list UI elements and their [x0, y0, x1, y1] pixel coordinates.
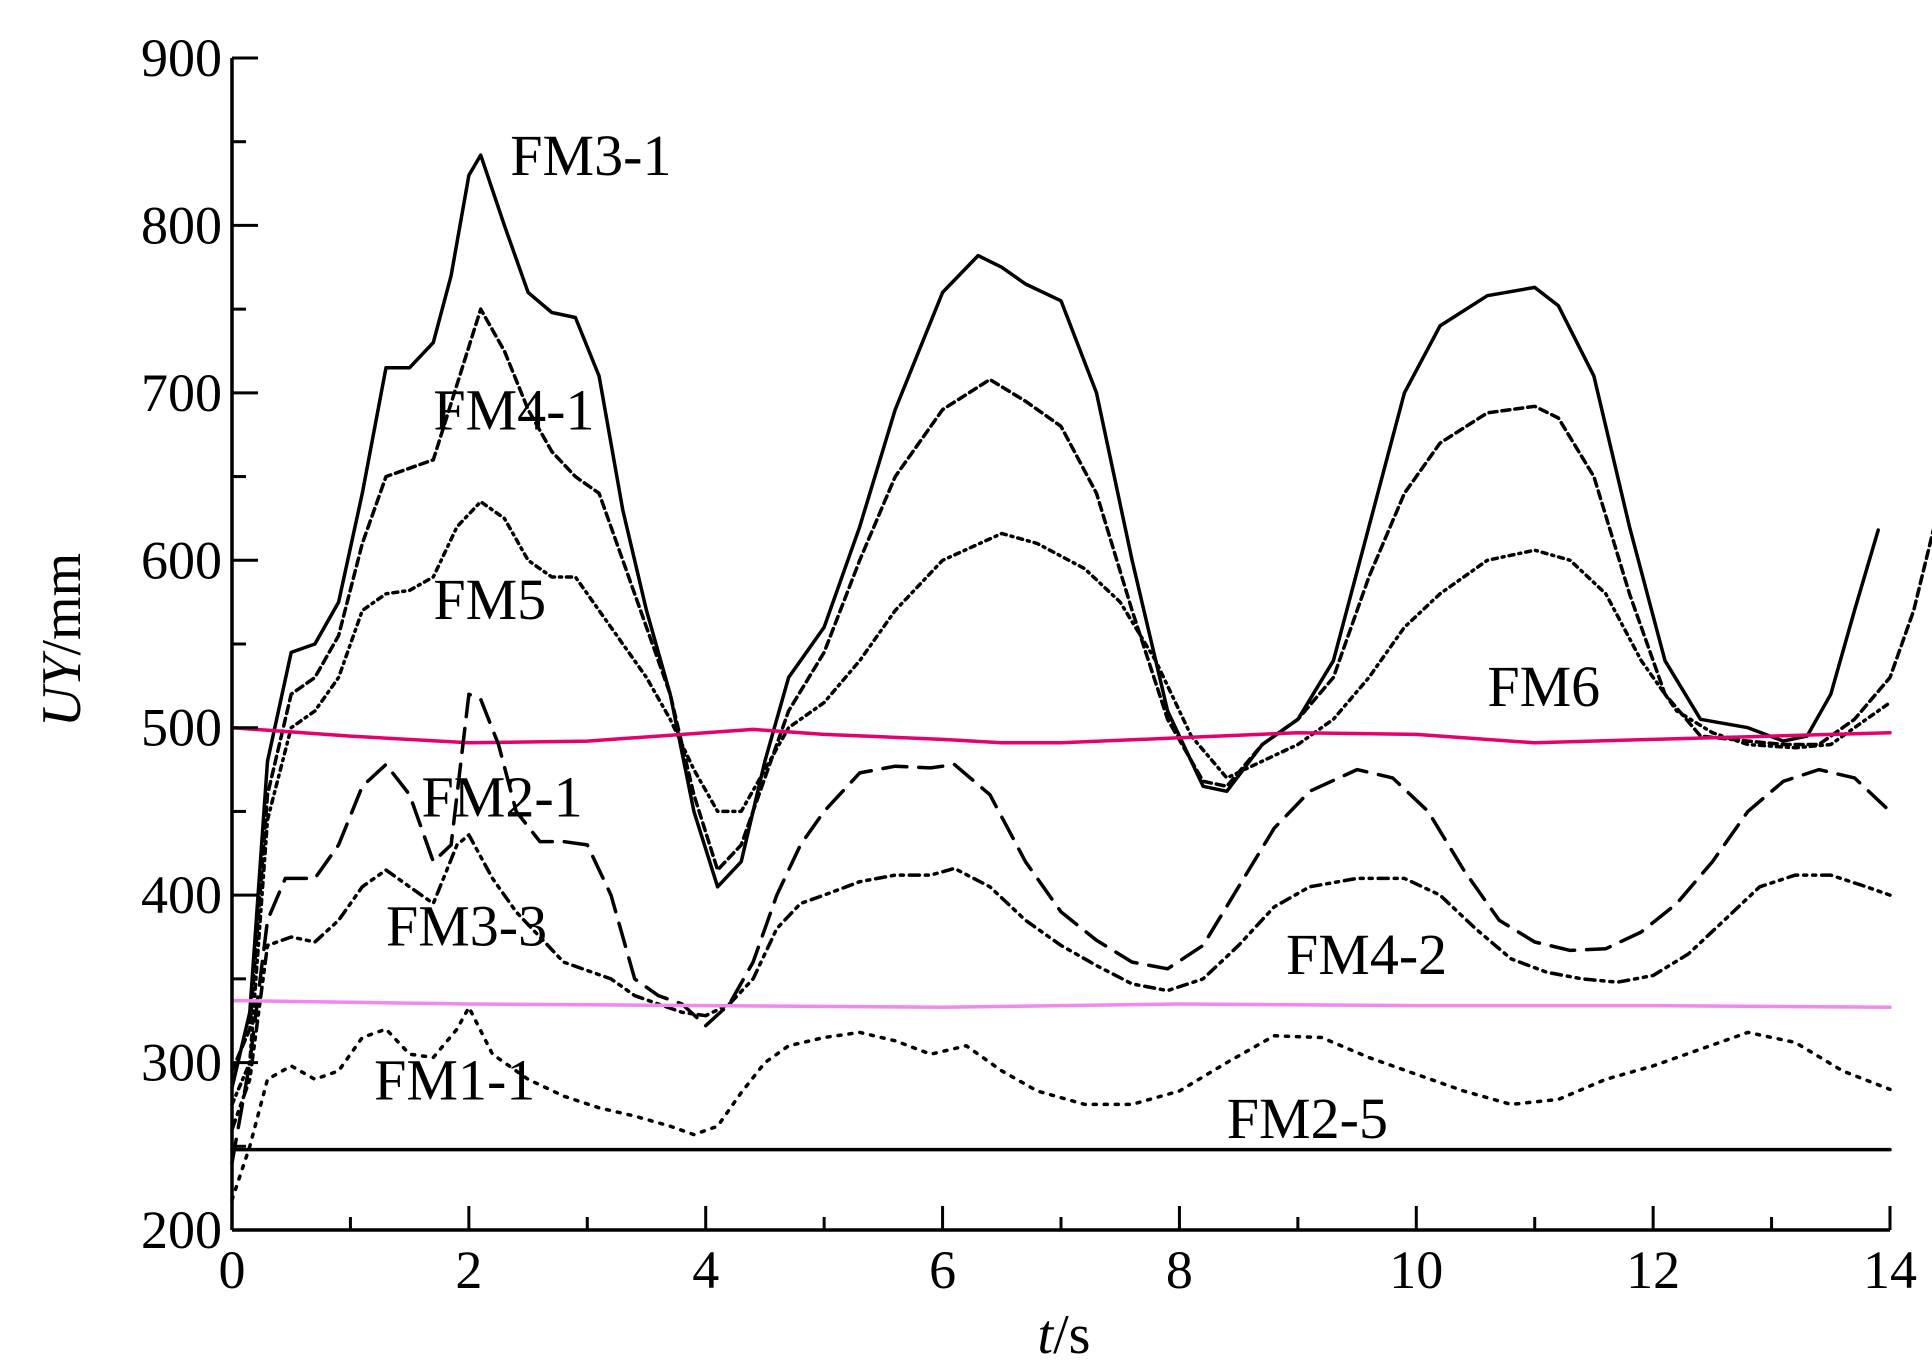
series-line-fm4-2: [230, 998, 1892, 1010]
y-tick-label: 800: [141, 195, 222, 255]
y-tick-label: 200: [141, 1200, 222, 1260]
y-tick-label: 600: [141, 530, 222, 590]
x-tick-label: 2: [455, 1240, 482, 1300]
series-line-fm3-1: [230, 153, 1880, 1090]
series-line-fm3-3: [230, 833, 1892, 1132]
series-line-fm2-1: [230, 692, 1892, 1165]
y-tick-label: 700: [141, 363, 222, 423]
y-tick-label: 400: [141, 865, 222, 925]
series-label-fm3-1: FM3-1: [510, 123, 671, 188]
series-line-fm5: [230, 499, 1892, 1107]
series-label-fm1-1: FM1-1: [374, 1047, 535, 1112]
x-tick-label: 14: [1863, 1240, 1917, 1300]
x-tick-label: 0: [219, 1240, 246, 1300]
series-label-fm2-5: FM2-5: [1227, 1086, 1388, 1151]
x-tick-label: 8: [1166, 1240, 1193, 1300]
series-label-fm6: FM6: [1487, 654, 1600, 719]
y-axis-title: UY/mm: [31, 553, 93, 727]
x-tick-label: 12: [1626, 1240, 1680, 1300]
series-label-fm3-3: FM3-3: [386, 893, 547, 958]
y-tick-label: 900: [141, 28, 222, 88]
y-tick-label: 500: [141, 698, 222, 758]
series-line-fm1-1: [230, 1005, 1892, 1202]
x-tick-label: 10: [1389, 1240, 1443, 1300]
y-tick-label: 300: [141, 1033, 222, 1093]
series-line-fm6: [230, 725, 1892, 745]
x-axis-title: t/s: [1038, 1304, 1091, 1366]
series-label-fm4-1: FM4-1: [433, 378, 594, 443]
series-label-fm4-2: FM4-2: [1286, 922, 1447, 987]
x-tick-label: 6: [929, 1240, 956, 1300]
series-label-fm5: FM5: [433, 567, 546, 632]
series-labels: FM3-1 FM4-1 FM5 FM6 FM2-1 FM3-3 FM4-2 FM1-1 FM2-…: [374, 123, 1600, 1151]
x-tick-label: 4: [692, 1240, 719, 1300]
series-label-fm2-1: FM2-1: [421, 764, 582, 829]
series-layer: [230, 153, 1932, 1202]
series-line-fm4-1: [230, 307, 1932, 1073]
